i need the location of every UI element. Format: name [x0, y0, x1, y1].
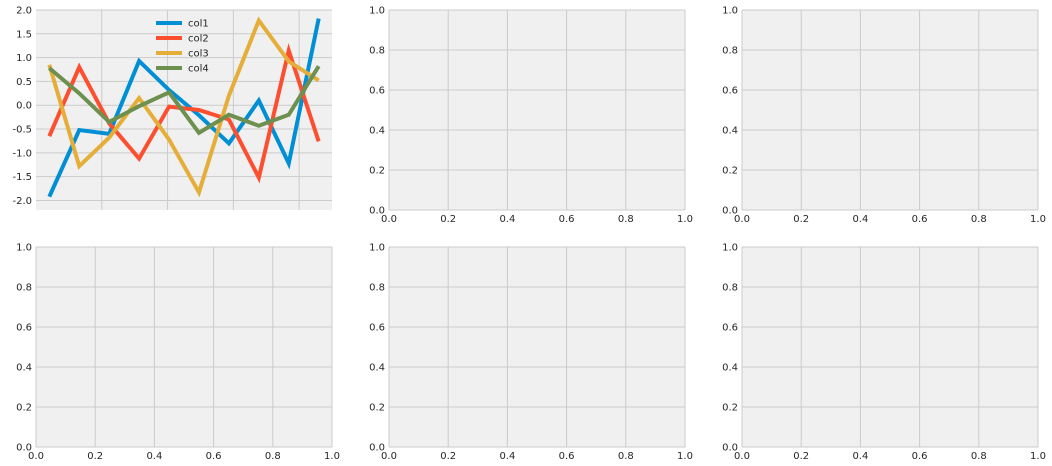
legend-label-col4: col4 — [188, 64, 209, 75]
y-tick-label: 0.0 — [16, 443, 32, 454]
x-tick-label: 0.4 — [499, 451, 515, 462]
legend-label-col2: col2 — [188, 34, 209, 45]
y-tick-label: -1.0 — [12, 148, 32, 159]
y-tick-label: 0.2 — [369, 166, 385, 177]
y-tick-label: 1.0 — [722, 6, 738, 17]
x-tick-label: 1.0 — [677, 214, 693, 225]
subplot-2: 0.0 0.2 0.4 0.6 0.8 1.0 0.0 0.2 0.4 0.6 0.8 1.0 — [369, 6, 693, 226]
subplot-3: 0.0 0.2 0.4 0.6 0.8 1.0 0.0 0.2 0.4 0.6 0.8 1.0 — [722, 6, 1046, 226]
subplot-4: 0.0 0.2 0.4 0.6 0.8 1.0 0.0 0.2 0.4 0.6 0.8 1.0 — [16, 243, 340, 463]
y-tick-label: 0.6 — [369, 323, 385, 334]
y-tick-label: -2.0 — [12, 196, 32, 207]
y-tick-label: 1.5 — [16, 29, 32, 40]
y-tick-label: -0.5 — [12, 125, 32, 136]
y-tick-label: 0.2 — [369, 403, 385, 414]
x-tick-label: 0.8 — [618, 451, 634, 462]
y-tick-label: 1.0 — [16, 53, 32, 64]
x-tick-label: 0.0 — [734, 451, 750, 462]
x-tick-label: 0.6 — [559, 214, 575, 225]
x-tick-label: 0.4 — [146, 451, 162, 462]
x-tick-label: 0.2 — [793, 451, 809, 462]
y-tick-label: 0.0 — [16, 101, 32, 112]
y-tick-label: 0.6 — [16, 323, 32, 334]
y-tick-label: 2.0 — [16, 6, 32, 17]
subplot-6: 0.0 0.2 0.4 0.6 0.8 1.0 0.0 0.2 0.4 0.6 0.8 1.0 — [722, 243, 1046, 463]
x-tick-label: 0.8 — [971, 451, 987, 462]
y-tick-label: 0.2 — [722, 166, 738, 177]
series-line-col2 — [47, 43, 321, 184]
y-tick-label: 0.8 — [369, 46, 385, 57]
x-tick-label: 0.4 — [852, 451, 868, 462]
y-tick-label: 0.2 — [16, 403, 32, 414]
y-tick-label: 0.0 — [722, 206, 738, 217]
y-tick-label: 0.8 — [16, 283, 32, 294]
y-tick-label: 0.8 — [722, 283, 738, 294]
plot-area — [36, 247, 332, 447]
subplot-5: 0.0 0.2 0.4 0.6 0.8 1.0 0.0 0.2 0.4 0.6 0.8 1.0 — [369, 243, 693, 463]
x-tick-label: 0.8 — [265, 451, 281, 462]
x-tick-label: 0.2 — [87, 451, 103, 462]
y-tick-label: 1.0 — [369, 6, 385, 17]
y-tick-label: 0.8 — [722, 46, 738, 57]
x-tick-label: 0.6 — [912, 451, 928, 462]
series-line-col4 — [48, 65, 321, 136]
x-tick-label: 1.0 — [677, 451, 693, 462]
legend-label-col3: col3 — [188, 49, 209, 60]
x-tick-label: 0.0 — [734, 214, 750, 225]
x-tick-label: 1.0 — [324, 451, 340, 462]
series-group — [47, 16, 321, 198]
y-tick-label: 0.4 — [16, 363, 32, 374]
y-tick-label: 0.6 — [722, 86, 738, 97]
y-tick-label: 1.0 — [722, 243, 738, 254]
plot-area — [742, 10, 1038, 210]
legend-label-col1: col1 — [188, 19, 209, 30]
y-tick-label: 0.5 — [16, 77, 32, 88]
x-tick-label: 0.0 — [381, 451, 397, 462]
series-line-col3 — [47, 16, 320, 198]
y-tick-label: 0.8 — [369, 283, 385, 294]
plot-area — [742, 247, 1038, 447]
y-tick-label: 1.0 — [369, 243, 385, 254]
y-tick-label: 1.0 — [16, 243, 32, 254]
plot-area — [389, 10, 685, 210]
x-tick-label: 0.2 — [440, 214, 456, 225]
plot-area — [389, 247, 685, 447]
x-tick-label: 0.8 — [618, 214, 634, 225]
y-tick-label: 0.4 — [369, 363, 385, 374]
y-tick-label: 0.0 — [722, 443, 738, 454]
x-tick-label: 0.2 — [793, 214, 809, 225]
series-line-col1 — [47, 18, 321, 198]
x-tick-label: 0.0 — [381, 214, 397, 225]
subplot-1: -2.0 -1.5 -1.0 -0.5 0.0 0.5 1.0 1.5 2.0 col1 col2 c… — [12, 6, 332, 210]
x-tick-label: 1.0 — [1030, 451, 1046, 462]
x-tick-label: 0.0 — [28, 451, 44, 462]
x-tick-label: 0.6 — [559, 451, 575, 462]
x-tick-label: 0.6 — [206, 451, 222, 462]
y-tick-label: 0.6 — [369, 86, 385, 97]
y-tick-label: 0.4 — [369, 126, 385, 137]
x-tick-label: 0.4 — [499, 214, 515, 225]
y-tick-label: 0.2 — [722, 403, 738, 414]
x-tick-label: 0.2 — [440, 451, 456, 462]
y-tick-label: 0.4 — [722, 126, 738, 137]
x-tick-label: 0.8 — [971, 214, 987, 225]
y-tick-label: 0.4 — [722, 363, 738, 374]
x-tick-label: 0.4 — [852, 214, 868, 225]
x-tick-label: 1.0 — [1030, 214, 1046, 225]
x-tick-label: 0.6 — [912, 214, 928, 225]
y-tick-label: 0.0 — [369, 206, 385, 217]
y-tick-label: 0.6 — [722, 323, 738, 334]
y-tick-label: 0.0 — [369, 443, 385, 454]
y-tick-label: -1.5 — [12, 172, 32, 183]
